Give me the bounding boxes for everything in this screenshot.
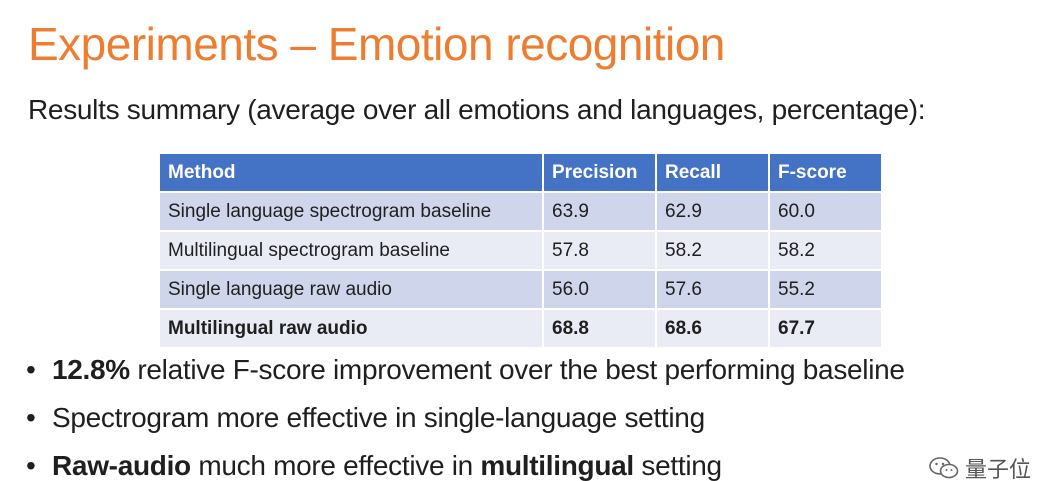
bullet-highlight: multilingual (480, 450, 634, 481)
cell-fscore: 67.7 (768, 308, 883, 349)
slide-title: Experiments – Emotion recognition (28, 18, 725, 70)
cell-precision: 63.9 (542, 191, 657, 232)
cell-recall: 62.9 (655, 191, 770, 232)
cell-method: Single language spectrogram baseline (158, 191, 544, 232)
cell-precision: 56.0 (542, 269, 657, 310)
bullet-list: • 12.8% relative F-score improvement ove… (26, 350, 905, 481)
watermark-text: 量子位 (964, 457, 1031, 481)
header-fscore: F-score (768, 152, 883, 193)
bullet-item: • Raw-audio much more effective in multi… (26, 446, 905, 481)
slide-subtitle: Results summary (average over all emotio… (28, 94, 926, 125)
cell-fscore: 55.2 (768, 269, 883, 310)
table-row: Single language spectrogram baseline 63.… (158, 191, 883, 232)
header-method: Method (158, 152, 544, 193)
cell-recall: 58.2 (655, 230, 770, 271)
bullet-dot: • (26, 402, 36, 433)
bullet-text: much more effective in (190, 450, 481, 481)
bullet-text: relative F-score improvement over the be… (129, 354, 905, 385)
table-row: Multilingual raw audio 68.8 68.6 67.7 (158, 308, 883, 349)
table-row: Multilingual spectrogram baseline 57.8 5… (158, 230, 883, 271)
bullet-text: setting (633, 450, 722, 481)
cell-precision: 57.8 (542, 230, 657, 271)
header-recall: Recall (655, 152, 770, 193)
bullet-text: Spectrogram more effective in single-lan… (52, 402, 705, 433)
results-table: Method Precision Recall F-score Single l… (158, 152, 883, 349)
wechat-icon (929, 456, 959, 480)
cell-recall: 68.6 (655, 308, 770, 349)
bullet-highlight: Raw-audio (52, 450, 191, 481)
header-precision: Precision (542, 152, 657, 193)
bullet-item: • 12.8% relative F-score improvement ove… (26, 350, 905, 398)
cell-method: Single language raw audio (158, 269, 544, 310)
cell-method: Multilingual raw audio (158, 308, 544, 349)
cell-precision: 68.8 (542, 308, 657, 349)
watermark: 量子位 (929, 452, 1031, 481)
table-row: Single language raw audio 56.0 57.6 55.2 (158, 269, 883, 310)
bullet-highlight: 12.8% (52, 354, 130, 385)
table-header-row: Method Precision Recall F-score (158, 152, 883, 193)
bullet-dot: • (26, 354, 36, 385)
cell-fscore: 58.2 (768, 230, 883, 271)
bullet-item: • Spectrogram more effective in single-l… (26, 398, 905, 446)
cell-method: Multilingual spectrogram baseline (158, 230, 544, 271)
bullet-dot: • (26, 450, 36, 481)
cell-recall: 57.6 (655, 269, 770, 310)
cell-fscore: 60.0 (768, 191, 883, 232)
